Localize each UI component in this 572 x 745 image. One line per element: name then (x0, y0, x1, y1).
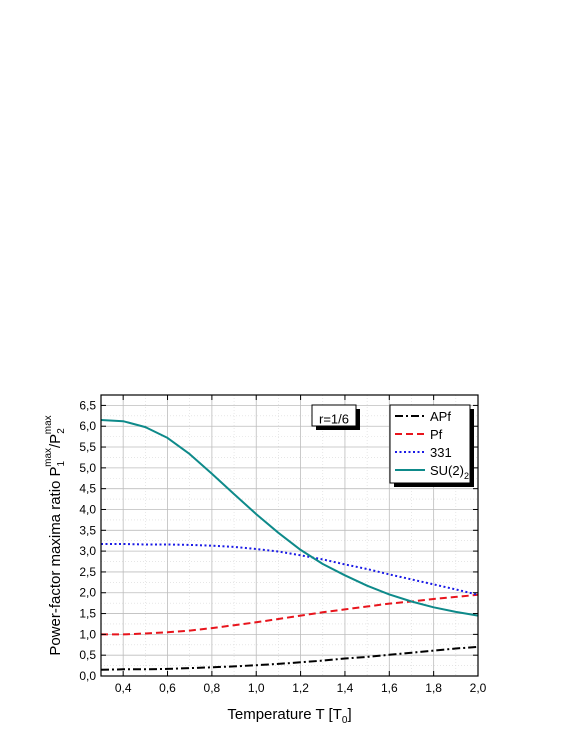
axis-ticks: 0,4 0,6 0,8 1,0 1,2 1,4 1,6 1,8 2,0 0,0 0,5 1,0 1,5 2… (79, 395, 487, 695)
x-tick-label: 0,6 (159, 681, 176, 695)
y-tick-label: 4,0 (79, 502, 96, 516)
y-tick-label: 0,5 (79, 648, 96, 662)
annotation-box: r=1/6 (311, 404, 360, 430)
annotation-text: r=1/6 (319, 411, 349, 426)
y-tick-label: 0,0 (79, 669, 96, 683)
y-tick-label: 2,0 (79, 586, 96, 600)
legend-label-4: SU(2)2 (430, 463, 469, 481)
y-tick-label: 5,5 (79, 440, 96, 454)
x-tick-label: 1,0 (248, 681, 265, 695)
x-tick-label: 0,8 (204, 681, 221, 695)
y-tick-label: 5,0 (79, 461, 96, 475)
series-line-3 (101, 543, 479, 596)
y-tick-label: 1,5 (79, 607, 96, 621)
y-tick-label: 4,5 (79, 482, 96, 496)
series-lines (100, 419, 479, 671)
plot-border (100, 394, 479, 677)
series-line-2 (101, 593, 479, 636)
legend-label-3: 331 (430, 445, 452, 460)
plot-frame (100, 394, 479, 677)
series-line-1 (100, 645, 479, 671)
y-tick-label: 3,5 (79, 523, 96, 537)
y-tick-label: 6,5 (79, 398, 96, 412)
y-tick-label: 2,5 (79, 565, 96, 579)
x-tick-label: 1,2 (292, 681, 309, 695)
y-tick-label: 6,0 (79, 419, 96, 433)
y-tick-label: 1,0 (79, 627, 96, 641)
x-tick-label: 2,0 (470, 681, 487, 695)
legend: APf Pf 331 SU(2)2 (389, 404, 474, 487)
series-line-4 (100, 419, 479, 617)
x-tick-label: 1,4 (337, 681, 354, 695)
y-tick-label: 3,0 (79, 544, 96, 558)
legend-label-2: Pf (430, 427, 443, 442)
legend-label-1: APf (430, 409, 451, 424)
x-tick-label: 1,6 (381, 681, 398, 695)
x-tick-label: 0,4 (115, 681, 132, 695)
x-axis-label: Temperature T [T0] (227, 706, 351, 726)
x-tick-label: 1,8 (425, 681, 442, 695)
y-axis-label: Power-factor maxima ratio P1max/P2max (43, 415, 67, 655)
